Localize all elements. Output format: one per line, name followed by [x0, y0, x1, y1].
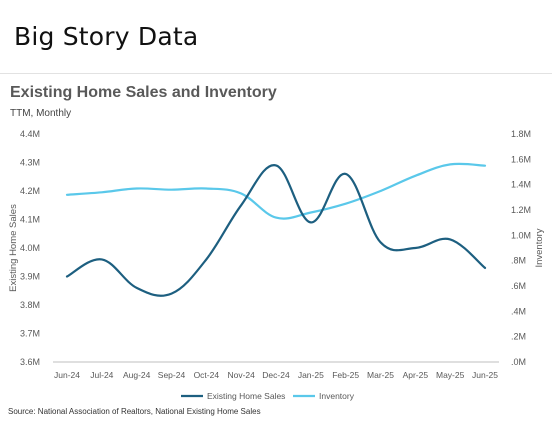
y-tick-label-right: .4M — [511, 306, 526, 316]
y-tick-label-right: .8M — [511, 256, 526, 266]
y-tick-label-left: 3.6M — [20, 357, 40, 367]
y-tick-label-left: 3.7M — [20, 329, 40, 339]
y-tick-label-left: 3.8M — [20, 300, 40, 310]
x-tick-label: Mar-25 — [367, 370, 394, 380]
y-tick-label-left: 4.1M — [20, 215, 40, 225]
y-axis-title-right: Inventory — [534, 228, 545, 267]
chart-subtitle: TTM, Monthly — [10, 108, 72, 119]
y-tick-label-right: .0M — [511, 357, 526, 367]
y-tick-label-right: 1.2M — [511, 205, 531, 215]
y-tick-label-right: 1.4M — [511, 180, 531, 190]
x-tick-label: Nov-24 — [227, 370, 255, 380]
y-tick-label-left: 4.0M — [20, 243, 40, 253]
series-line-inventory — [65, 162, 487, 220]
y-tick-label-right: .2M — [511, 332, 526, 342]
x-tick-label: Sep-24 — [158, 370, 186, 380]
y-tick-label-left: 4.3M — [20, 158, 40, 168]
y-tick-label-right: 1.0M — [511, 230, 531, 240]
page-title: Big Story Data — [14, 22, 199, 51]
x-tick-label: Jun-25 — [472, 370, 498, 380]
x-tick-label: Aug-24 — [123, 370, 151, 380]
legend-label: Existing Home Sales — [207, 391, 285, 401]
y-tick-label-right: 1.6M — [511, 154, 531, 164]
y-tick-label-left: 4.4M — [20, 129, 40, 139]
y-axis-title-left: Existing Home Sales — [8, 204, 19, 292]
series-line-existing-home-sales — [65, 164, 487, 297]
x-tick-label: Apr-25 — [403, 370, 429, 380]
x-tick-label: Jun-24 — [54, 370, 80, 380]
chart-title: Existing Home Sales and Inventory — [10, 84, 277, 101]
y-tick-label-left: 3.9M — [20, 272, 40, 282]
source-note: Source: National Association of Realtors… — [8, 407, 261, 416]
legend-label: Inventory — [319, 391, 355, 401]
y-tick-label-right: 1.8M — [511, 129, 531, 139]
x-tick-label: Dec-24 — [262, 370, 290, 380]
x-tick-label: Feb-25 — [332, 370, 359, 380]
x-tick-label: Jan-25 — [298, 370, 324, 380]
x-tick-label: May-25 — [436, 370, 465, 380]
y-tick-label-left: 4.2M — [20, 186, 40, 196]
page-header: Big Story Data — [0, 0, 552, 74]
x-tick-label: Jul-24 — [90, 370, 113, 380]
x-tick-label: Oct-24 — [194, 370, 220, 380]
y-tick-label-right: .6M — [511, 281, 526, 291]
